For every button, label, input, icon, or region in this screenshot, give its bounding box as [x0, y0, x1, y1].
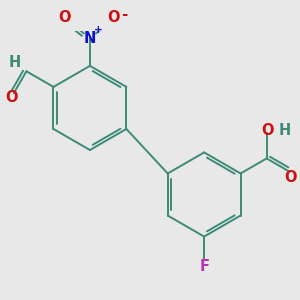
- Text: O: O: [58, 10, 71, 25]
- Text: O: O: [262, 123, 274, 138]
- Text: H: H: [9, 55, 21, 70]
- Text: N: N: [84, 31, 96, 46]
- Text: O: O: [285, 169, 297, 184]
- Text: H: H: [278, 123, 291, 138]
- Text: +: +: [94, 25, 103, 35]
- Text: -: -: [122, 7, 128, 22]
- Text: O: O: [108, 10, 120, 25]
- Text: F: F: [199, 259, 209, 274]
- Text: O: O: [5, 90, 18, 105]
